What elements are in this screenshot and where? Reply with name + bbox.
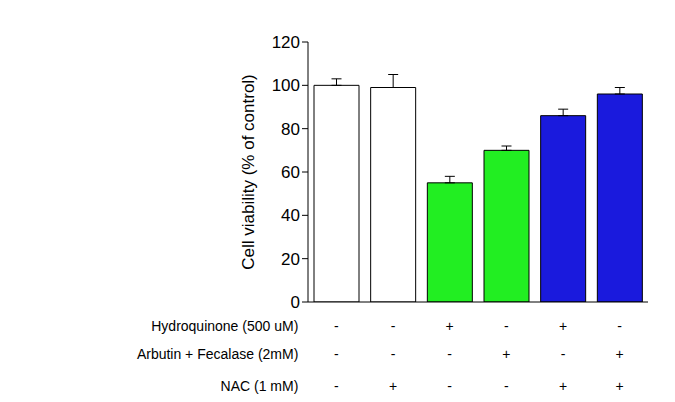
svg-text:+: + (559, 318, 567, 334)
svg-text:Arbutin + Fecalase (2mM): Arbutin + Fecalase (2mM) (137, 346, 298, 362)
svg-text:20: 20 (281, 250, 300, 269)
svg-text:+: + (446, 318, 454, 334)
svg-text:+: + (389, 378, 397, 394)
svg-text:Cell viability (% of control): Cell viability (% of control) (239, 74, 258, 270)
svg-text:-: - (391, 318, 396, 334)
svg-text:+: + (559, 378, 567, 394)
svg-text:0: 0 (291, 293, 300, 312)
svg-text:-: - (447, 378, 452, 394)
svg-text:40: 40 (281, 206, 300, 225)
svg-text:-: - (334, 318, 339, 334)
svg-text:+: + (502, 346, 510, 362)
svg-text:-: - (617, 318, 622, 334)
svg-text:+: + (616, 378, 624, 394)
svg-text:-: - (504, 378, 509, 394)
svg-text:-: - (334, 378, 339, 394)
svg-text:-: - (391, 346, 396, 362)
svg-text:-: - (334, 346, 339, 362)
svg-text:-: - (447, 346, 452, 362)
svg-text:-: - (504, 318, 509, 334)
svg-text:Hydroquinone (500 uM): Hydroquinone (500 uM) (151, 318, 298, 334)
svg-text:+: + (616, 346, 624, 362)
svg-text:120: 120 (272, 33, 300, 52)
svg-text:-: - (561, 346, 566, 362)
svg-text:100: 100 (272, 76, 300, 95)
svg-text:NAC (1 mM): NAC (1 mM) (221, 378, 299, 394)
svg-text:60: 60 (281, 163, 300, 182)
svg-text:80: 80 (281, 120, 300, 139)
